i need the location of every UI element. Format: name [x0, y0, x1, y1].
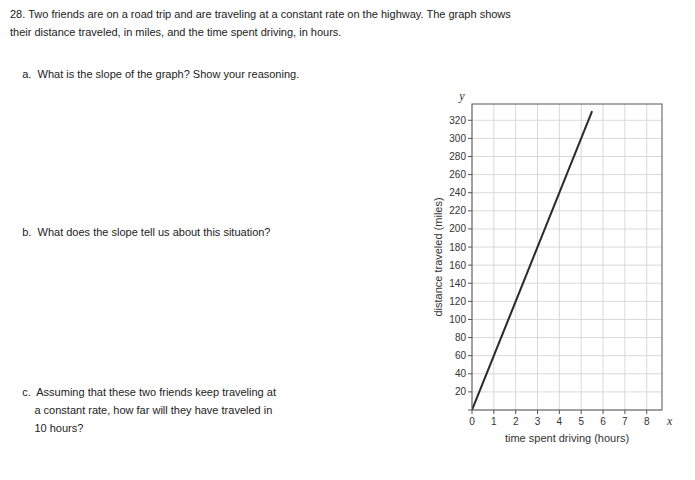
- grid-line: [493, 104, 494, 410]
- plot-area: [472, 104, 662, 410]
- grid-line: [472, 283, 662, 284]
- y-tick: [468, 410, 472, 411]
- x-tick-label: 3: [535, 416, 541, 427]
- grid-line: [559, 104, 560, 410]
- x-axis-symbol: x: [666, 414, 673, 428]
- y-tick-label: 140: [449, 278, 466, 289]
- x-tick: [515, 410, 516, 414]
- y-tick-label: 100: [449, 314, 466, 325]
- grid: [472, 104, 662, 410]
- grid-line: [472, 391, 662, 392]
- y-tick: [468, 391, 472, 392]
- y-tick: [468, 247, 472, 248]
- y-tick: [468, 265, 472, 266]
- grid-line: [515, 104, 516, 410]
- line: [472, 111, 592, 410]
- y-tick-label: 60: [455, 350, 467, 361]
- x-tick-label: 6: [600, 416, 606, 427]
- y-tick-label: 180: [449, 242, 466, 253]
- data: [472, 111, 592, 410]
- grid-line: [581, 104, 582, 410]
- question-text: a constant rate, how far will they have …: [10, 404, 272, 416]
- y-tick-label: 220: [449, 205, 466, 216]
- grid-line: [472, 373, 662, 374]
- question-text: their distance traveled, in miles, and t…: [10, 26, 341, 38]
- y-tick: [468, 228, 472, 229]
- y-tick: [468, 337, 472, 338]
- y-tick: [468, 319, 472, 320]
- grid-line: [472, 138, 662, 139]
- y-tick-label: 120: [449, 296, 466, 307]
- grid-line: [472, 156, 662, 157]
- grid-line: [537, 104, 538, 410]
- grid-line: [624, 104, 625, 410]
- x-axis-label: time spent driving (hours): [505, 432, 629, 444]
- grid-line: [472, 247, 662, 248]
- y-tick-label: 80: [455, 332, 467, 343]
- y-tick-label: 280: [449, 151, 466, 162]
- x-tick: [493, 410, 494, 414]
- y-tick: [468, 120, 472, 121]
- grid-line: [472, 210, 662, 211]
- x-tick: [581, 410, 582, 414]
- grid-line: [472, 192, 662, 193]
- y-tick: [468, 174, 472, 175]
- y-tick: [468, 373, 472, 374]
- grid-line: [472, 355, 662, 356]
- y-tick-label: 240: [449, 187, 466, 198]
- x-tick: [472, 410, 473, 414]
- x-tick-label: 8: [644, 416, 650, 427]
- y-tick: [468, 192, 472, 193]
- x-tick-label: 1: [491, 416, 497, 427]
- x-tick-label: 5: [578, 416, 584, 427]
- x-tick: [559, 410, 560, 414]
- x-tick: [646, 410, 647, 414]
- grid-line: [472, 319, 662, 320]
- y-axis-symbol: y: [458, 89, 465, 103]
- y-tick-label: 300: [449, 133, 466, 144]
- plot-frame: [472, 104, 662, 410]
- x-tick: [603, 410, 604, 414]
- y-tick: [468, 283, 472, 284]
- y-tick: [468, 210, 472, 211]
- question-text: c. Assuming that these two friends keep …: [10, 386, 276, 398]
- y-axis-label: distance traveled (miles): [432, 197, 444, 316]
- question-text: 10 hours?: [10, 422, 83, 434]
- y-tick-label: 200: [449, 223, 466, 234]
- question-text: a. What is the slope of the graph? Show …: [10, 68, 299, 80]
- grid-line: [472, 228, 662, 229]
- question-text: b. What does the slope tell us about thi…: [10, 226, 271, 238]
- y-tick-label: 160: [449, 260, 466, 271]
- grid-line: [603, 104, 604, 410]
- x-tick-label: 2: [513, 416, 519, 427]
- chart: 0 1 2 3 4 5 6 7 8 20 40 60 80 100 120 140 160 180 200 220 24…: [0, 0, 695, 480]
- question-text: 28. Two friends are on a road trip and a…: [10, 8, 511, 20]
- y-tick: [468, 301, 472, 302]
- x-tick-label: 4: [557, 416, 563, 427]
- x-tick: [624, 410, 625, 414]
- y-tick-label: 40: [455, 368, 467, 379]
- axes: 0 1 2 3 4 5 6 7 8 20 40 60 80 100 120 140 160 180 200 220 24…: [449, 115, 650, 427]
- grid-line: [472, 120, 662, 121]
- y-tick-label: 320: [449, 115, 466, 126]
- y-tick-label: 20: [455, 386, 467, 397]
- grid-line: [472, 265, 662, 266]
- y-tick: [468, 355, 472, 356]
- y-tick-label: 260: [449, 169, 466, 180]
- x-tick-label: 7: [622, 416, 628, 427]
- grid-line: [472, 301, 662, 302]
- x-tick: [537, 410, 538, 414]
- grid-line: [646, 104, 647, 410]
- y-tick: [468, 138, 472, 139]
- x-tick-label: 0: [469, 416, 475, 427]
- y-tick: [468, 156, 472, 157]
